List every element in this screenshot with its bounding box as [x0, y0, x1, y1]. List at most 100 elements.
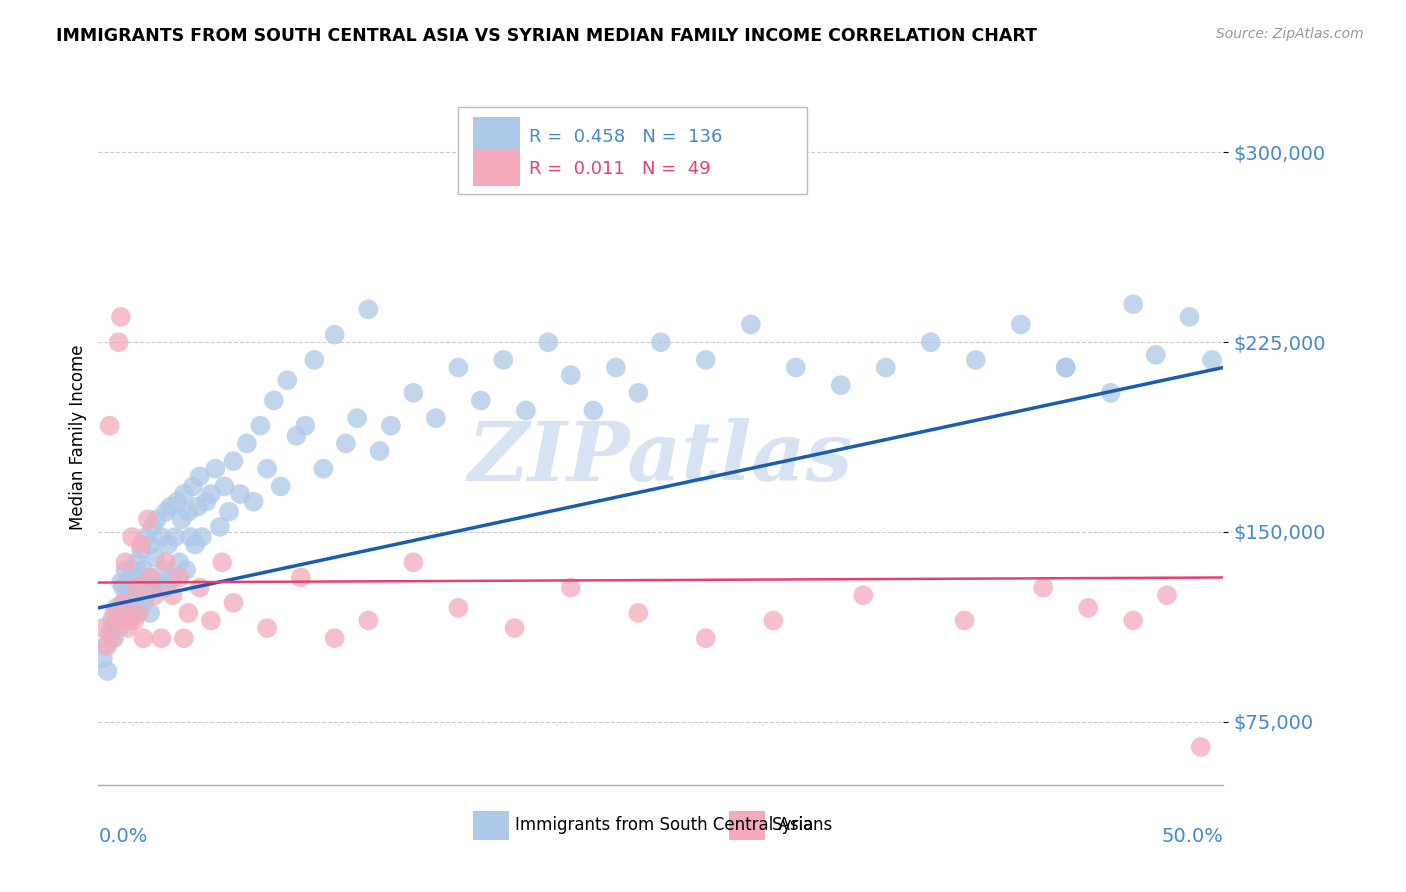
Point: [447, 600, 470, 615]
Point: [188, 469, 211, 483]
Point: [184, 538, 207, 552]
Point: [143, 550, 166, 565]
Point: [125, 581, 148, 595]
Point: [110, 310, 132, 324]
Point: [200, 487, 222, 501]
FancyBboxPatch shape: [472, 811, 509, 840]
Point: [143, 588, 166, 602]
Point: [112, 581, 135, 595]
Point: [294, 418, 316, 433]
Point: [1178, 310, 1201, 324]
Point: [263, 393, 285, 408]
Point: [128, 606, 150, 620]
Point: [290, 570, 312, 584]
Point: [1077, 600, 1099, 615]
Point: [117, 588, 139, 602]
Point: [117, 614, 139, 628]
Point: [218, 505, 240, 519]
Text: Source: ZipAtlas.com: Source: ZipAtlas.com: [1216, 27, 1364, 41]
Point: [166, 494, 188, 508]
Point: [222, 454, 245, 468]
Point: [114, 555, 136, 569]
Point: [124, 614, 146, 628]
Point: [98, 418, 121, 433]
Point: [447, 360, 470, 375]
Point: [200, 614, 222, 628]
Point: [191, 530, 214, 544]
Point: [107, 621, 129, 635]
Point: [162, 588, 184, 602]
Point: [125, 555, 148, 569]
Point: [110, 575, 132, 590]
Point: [953, 614, 976, 628]
Point: [91, 621, 114, 635]
Point: [105, 600, 128, 615]
Point: [402, 385, 425, 400]
Point: [96, 664, 118, 678]
Point: [1010, 318, 1032, 332]
Text: R =  0.458   N =  136: R = 0.458 N = 136: [529, 128, 723, 145]
Point: [155, 505, 177, 519]
Point: [91, 651, 114, 665]
Point: [1156, 588, 1178, 602]
Point: [380, 418, 402, 433]
Point: [740, 318, 762, 332]
Point: [148, 575, 170, 590]
Point: [177, 606, 200, 620]
Point: [875, 360, 897, 375]
Point: [98, 626, 121, 640]
Point: [1189, 739, 1212, 754]
FancyBboxPatch shape: [730, 811, 765, 840]
Point: [117, 621, 139, 635]
Point: [208, 520, 231, 534]
Point: [1099, 385, 1122, 400]
FancyBboxPatch shape: [472, 117, 520, 153]
Point: [249, 418, 271, 433]
Point: [965, 352, 987, 367]
Point: [537, 335, 560, 350]
Point: [135, 530, 157, 544]
Point: [357, 614, 380, 628]
Point: [503, 621, 526, 635]
Y-axis label: Median Family Income: Median Family Income: [69, 344, 87, 530]
Point: [1122, 614, 1144, 628]
Point: [124, 588, 146, 602]
Point: [1201, 352, 1223, 367]
Point: [177, 505, 200, 519]
Point: [150, 530, 173, 544]
Point: [150, 631, 173, 645]
Point: [173, 631, 195, 645]
Point: [323, 631, 346, 645]
Point: [121, 606, 143, 620]
Point: [118, 614, 141, 628]
Point: [1054, 360, 1077, 375]
Point: [118, 575, 141, 590]
Point: [170, 512, 193, 526]
Point: [346, 411, 368, 425]
Point: [650, 335, 672, 350]
Point: [605, 360, 627, 375]
Point: [1054, 360, 1077, 375]
Point: [129, 538, 152, 552]
Point: [94, 639, 117, 653]
Point: [174, 563, 197, 577]
Point: [256, 621, 278, 635]
Point: [229, 487, 252, 501]
Point: [242, 494, 264, 508]
Text: Syrians: Syrians: [772, 815, 834, 834]
Point: [96, 639, 118, 653]
Point: [181, 479, 204, 493]
Point: [695, 631, 717, 645]
Point: [256, 461, 278, 475]
Point: [121, 530, 143, 544]
Point: [128, 581, 150, 595]
Point: [470, 393, 492, 408]
Point: [852, 588, 875, 602]
Text: 50.0%: 50.0%: [1161, 827, 1223, 846]
Point: [627, 606, 650, 620]
Point: [136, 570, 159, 584]
Point: [762, 614, 785, 628]
Point: [110, 606, 132, 620]
Text: ZIPatlas: ZIPatlas: [468, 418, 853, 498]
Point: [425, 411, 447, 425]
